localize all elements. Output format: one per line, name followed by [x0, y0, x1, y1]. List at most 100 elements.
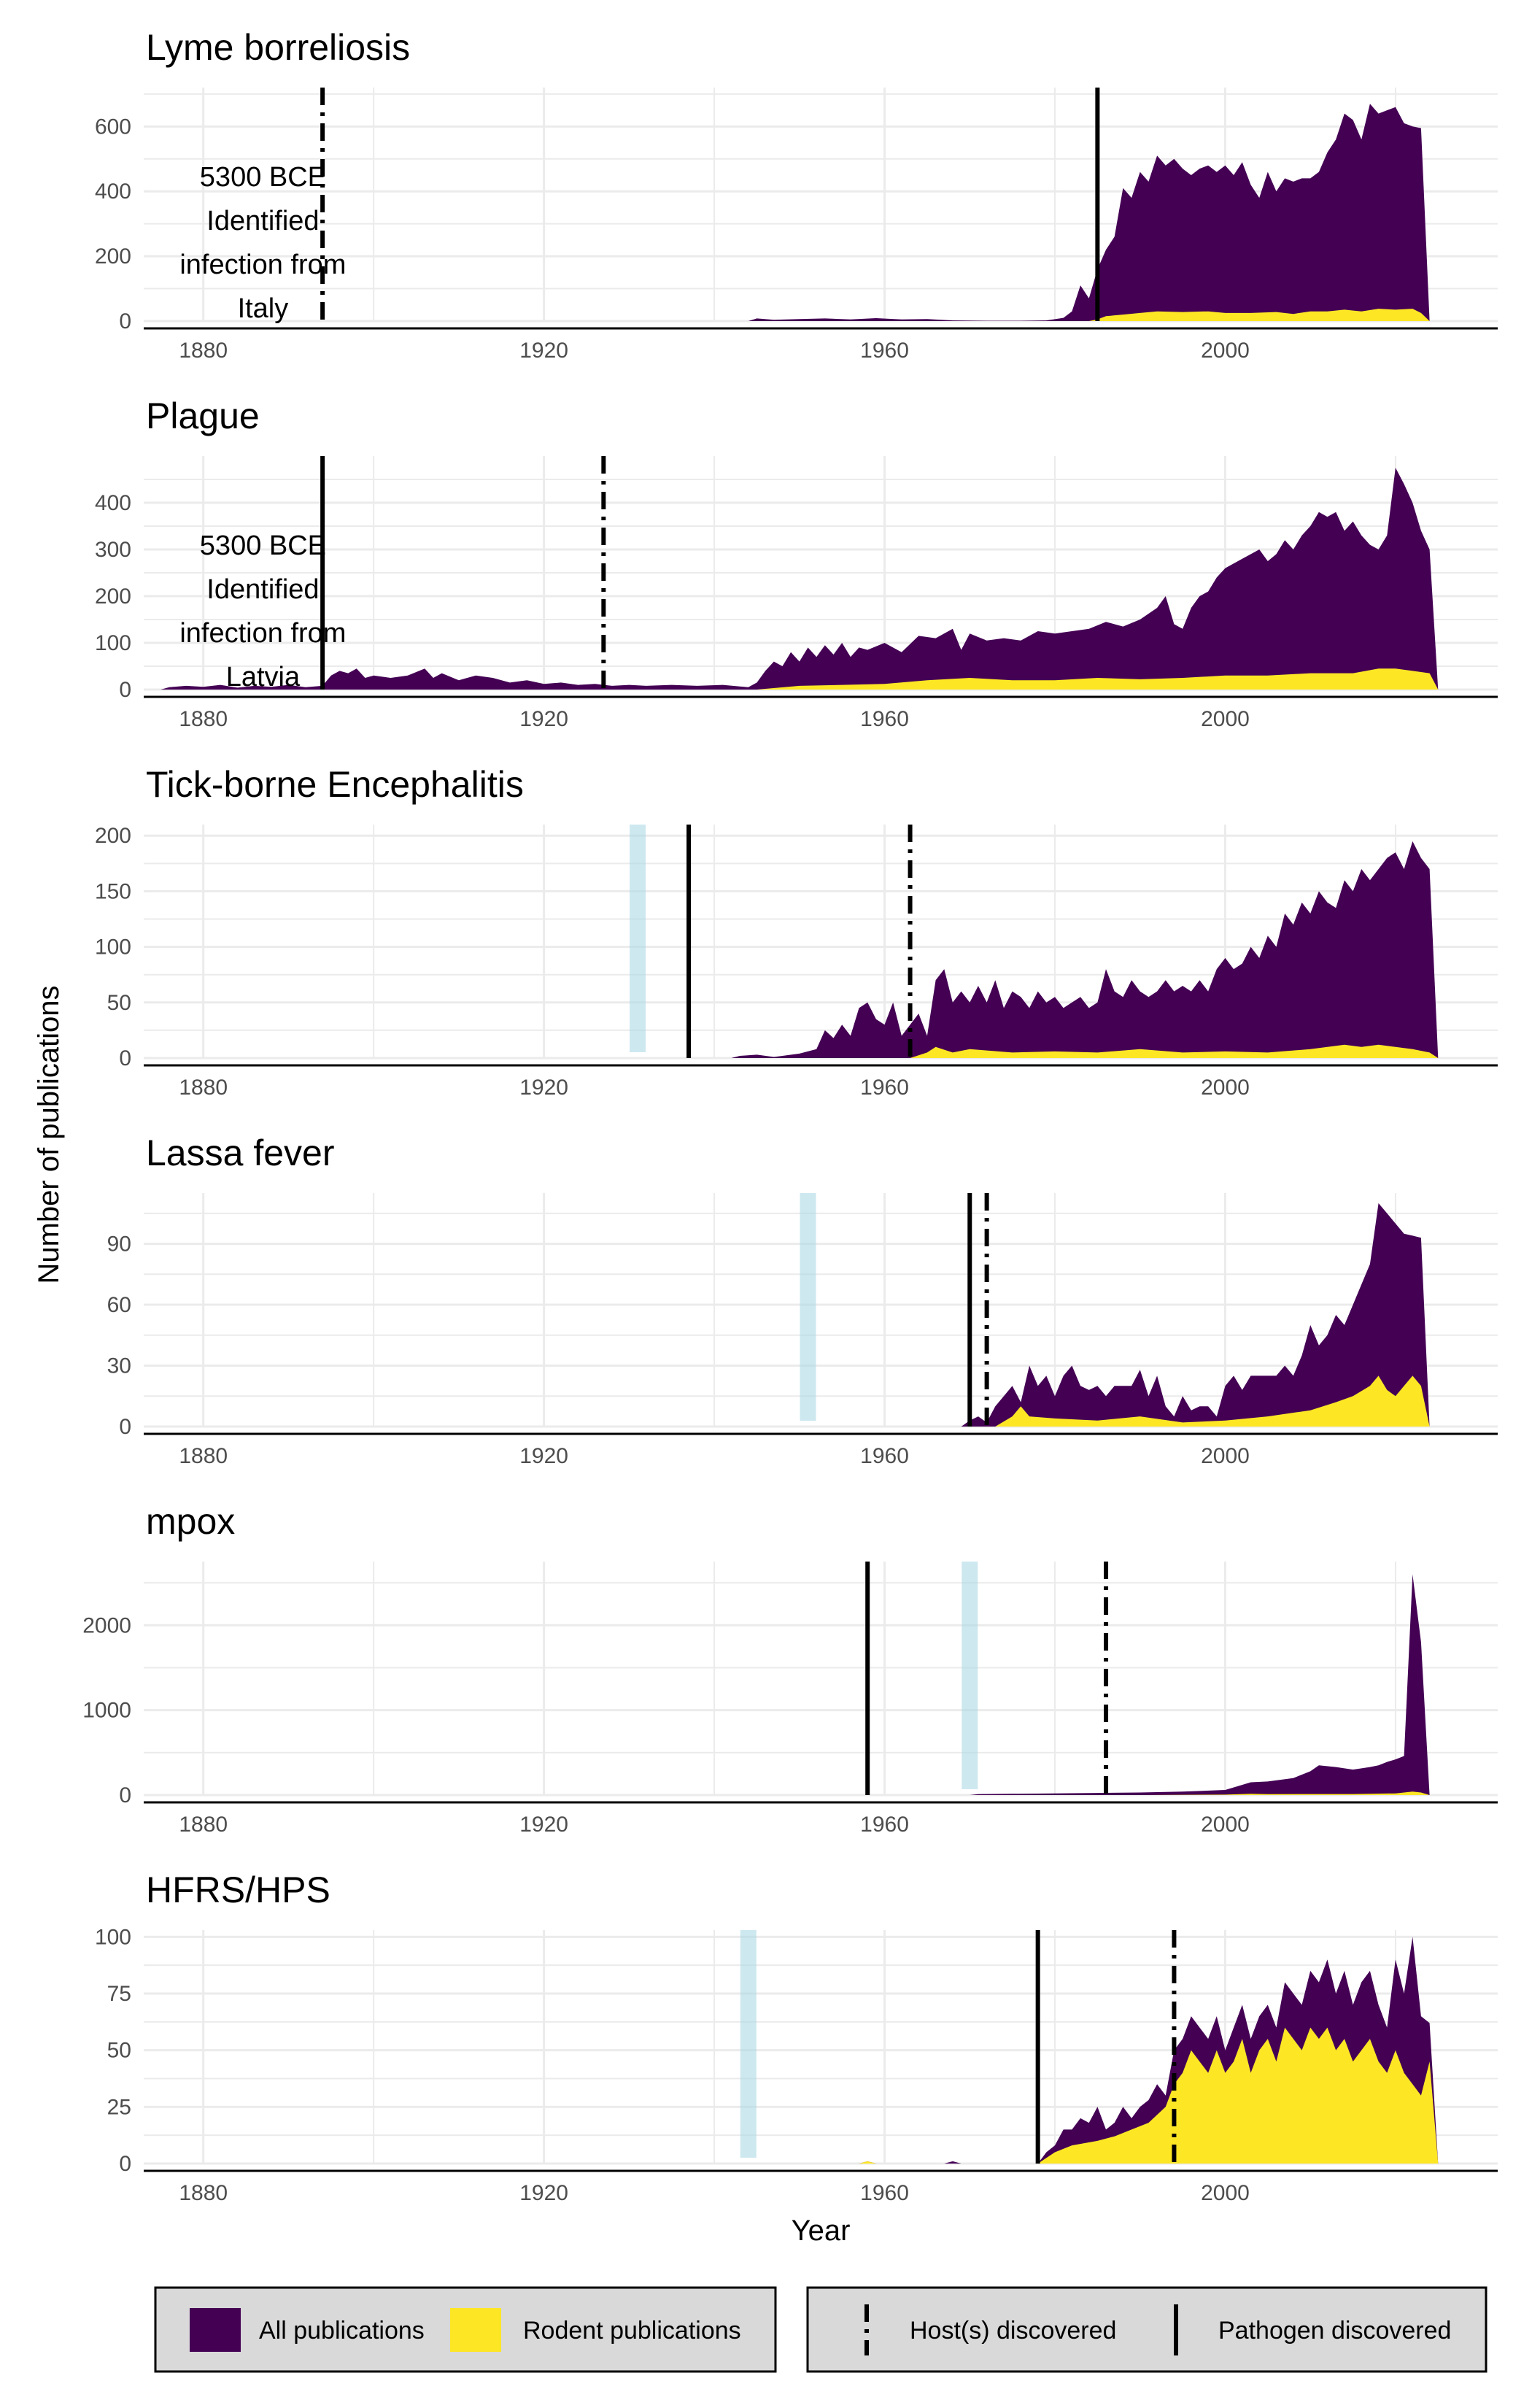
area-rodent-publications [995, 1375, 1430, 1427]
x-tick-label: 1920 [519, 1444, 568, 1468]
area-all-publications [970, 1574, 1430, 1795]
y-tick-label: 100 [95, 935, 131, 960]
shaded-year-band [740, 1930, 757, 2158]
shaded-year-band [630, 825, 646, 1052]
y-tick-label: 0 [119, 2152, 131, 2176]
x-tick-label: 1960 [860, 1076, 909, 1100]
area-all-publications [748, 104, 1430, 321]
y-tick-label: 150 [95, 879, 131, 903]
legend-fill-box: All publications Rodent publications [154, 2286, 777, 2373]
legend-label-rodent: Rodent publications [523, 2317, 741, 2345]
y-tick-label: 75 [107, 1982, 131, 2006]
x-tick-label: 1920 [519, 2181, 568, 2205]
x-tick-label: 2000 [1201, 1813, 1250, 1837]
panel-6: HFRS/HPS 1880 1920 1960 2000 0 25 50 75 100 [95, 1869, 1498, 2205]
legend: All publications Rodent publications Hos… [154, 2286, 1487, 2373]
y-tick-label: 60 [107, 1293, 131, 1317]
panel-5: mpox 1880 1920 1960 2000 0 1000 2000 [82, 1501, 1498, 1837]
x-tick-label: 1880 [179, 1076, 228, 1100]
x-tick-label: 1880 [179, 1813, 228, 1837]
y-tick-label: 300 [95, 538, 131, 562]
shaded-year-band [962, 1562, 978, 1789]
panel-title: mpox [146, 1501, 235, 1542]
y-tick-label: 0 [119, 309, 131, 333]
legend-swatch-rodent [450, 2308, 501, 2352]
y-tick-label: 25 [107, 2095, 131, 2119]
panel-title: Plague [146, 395, 260, 436]
y-tick-label: 50 [107, 2039, 131, 2063]
panels: Lyme borreliosis 5300 BCE Identified infect… [82, 27, 1498, 2205]
panel-2: Plague 5300 BCE Identified infection from La… [95, 395, 1498, 731]
x-tick-label: 1920 [519, 707, 568, 731]
y-tick-label: 200 [95, 824, 131, 848]
annotation-line: Identified [206, 574, 319, 605]
x-axis-title: Year [792, 2215, 851, 2247]
annotation: 5300 BCE Identified infection from Latvia [179, 530, 346, 692]
panel-title: Lassa fever [146, 1132, 334, 1173]
legend-line-box: Host(s) discovered Pathogen discovered [806, 2286, 1487, 2373]
legend-label-host: Host(s) discovered [910, 2317, 1116, 2345]
area-rodent-publications [1088, 309, 1430, 321]
area-all-publications [731, 841, 1439, 1058]
annotation-line: Italy [238, 293, 289, 324]
x-tick-label: 2000 [1201, 1076, 1250, 1100]
x-tick-label: 1880 [179, 339, 228, 363]
y-tick-label: 0 [119, 1046, 131, 1070]
x-tick-label: 1920 [519, 1813, 568, 1837]
x-tick-label: 1920 [519, 339, 568, 363]
y-tick-label: 400 [95, 180, 131, 204]
area-rodent-publications [910, 1044, 1439, 1058]
annotation-line: infection from [179, 618, 346, 649]
legend-label-all: All publications [259, 2317, 425, 2345]
legend-label-pathogen: Pathogen discovered [1218, 2317, 1451, 2345]
x-tick-label: 1880 [179, 2181, 228, 2205]
annotation-line: 5300 BCE [200, 530, 326, 561]
x-tick-label: 1960 [860, 339, 909, 363]
annotation-line: infection from [179, 250, 346, 280]
x-tick-label: 2000 [1201, 1444, 1250, 1468]
grid [144, 1562, 1498, 1797]
y-tick-label: 600 [95, 115, 131, 139]
x-tick-label: 2000 [1201, 339, 1250, 363]
y-tick-label: 200 [95, 244, 131, 269]
legend-swatch-all [190, 2308, 241, 2352]
y-tick-label: 0 [119, 678, 131, 702]
x-tick-label: 2000 [1201, 707, 1250, 731]
panel-4: Lassa fever 1880 1920 1960 2000 0 30 60 90 [107, 1132, 1498, 1468]
y-tick-label: 30 [107, 1354, 131, 1378]
y-tick-label: 200 [95, 584, 131, 609]
area-all-publications [961, 1203, 1430, 1427]
annotation-line: Latvia [226, 662, 301, 692]
x-tick-label: 1960 [860, 2181, 909, 2205]
y-tick-label: 400 [95, 491, 131, 515]
annotation-line: 5300 BCE [200, 162, 326, 193]
area-all-publications [160, 468, 1439, 690]
area-rodent-publications [757, 668, 1439, 690]
panel-title: Lyme borreliosis [146, 27, 410, 68]
y-tick-label: 1000 [82, 1699, 131, 1723]
panel-title: HFRS/HPS [146, 1869, 330, 1910]
panel-title: Tick-borne Encephalitis [146, 764, 524, 805]
y-tick-label: 50 [107, 991, 131, 1015]
x-tick-label: 1920 [519, 1076, 568, 1100]
panel-1: Lyme borreliosis 5300 BCE Identified infect… [95, 27, 1498, 363]
y-tick-label: 100 [95, 631, 131, 655]
y-tick-label: 2000 [82, 1613, 131, 1637]
annotation: 5300 BCE Identified infection from Italy [179, 162, 346, 324]
panel-3: Tick-borne Encephalitis 1880 1920 1960 2000 0… [95, 764, 1498, 1100]
x-tick-label: 2000 [1201, 2181, 1250, 2205]
x-tick-label: 1960 [860, 1813, 909, 1837]
x-tick-label: 1880 [179, 707, 228, 731]
y-tick-label: 0 [119, 1415, 131, 1439]
area-rodent-publications [859, 2027, 1439, 2164]
x-tick-label: 1960 [860, 707, 909, 731]
y-tick-label: 100 [95, 1925, 131, 1949]
shaded-year-band [800, 1193, 816, 1421]
y-axis-title: Number of publications [33, 985, 65, 1284]
annotation-line: Identified [206, 206, 319, 236]
x-tick-label: 1960 [860, 1444, 909, 1468]
x-tick-label: 1880 [179, 1444, 228, 1468]
y-tick-label: 90 [107, 1232, 131, 1257]
